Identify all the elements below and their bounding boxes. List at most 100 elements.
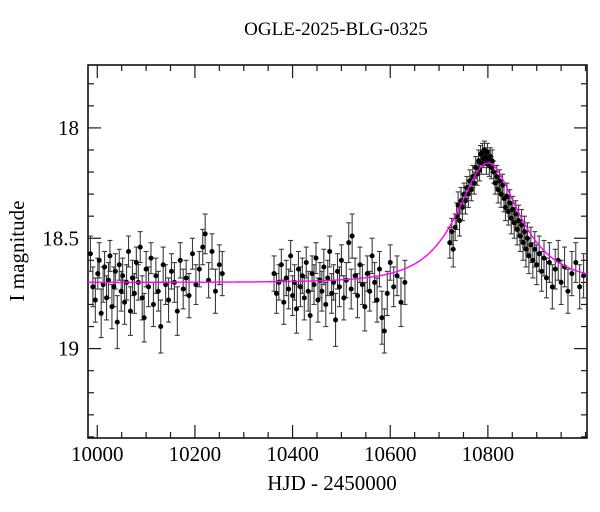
data-point <box>539 268 545 274</box>
chart-title: OGLE-2025-BLG-0325 <box>244 19 428 40</box>
data-point <box>98 310 104 316</box>
data-point <box>534 262 540 268</box>
data-point <box>558 279 564 285</box>
data-point <box>278 262 284 268</box>
data-point <box>500 182 506 188</box>
data-point <box>200 244 206 250</box>
data-point <box>452 224 458 230</box>
data-point <box>364 271 370 277</box>
data-point <box>122 299 128 305</box>
data-point <box>507 200 513 206</box>
data-point <box>369 253 375 259</box>
data-point <box>505 209 511 215</box>
data-point <box>376 266 382 272</box>
data-point <box>569 271 575 277</box>
data-point <box>491 169 497 175</box>
data-point <box>100 282 106 288</box>
data-point <box>325 275 331 281</box>
data-point <box>303 260 309 266</box>
data-point <box>297 284 303 290</box>
data-point <box>341 295 347 301</box>
data-point <box>133 260 139 266</box>
data-point <box>398 299 404 305</box>
data-point <box>489 158 495 164</box>
data-point <box>374 297 380 303</box>
data-point <box>146 284 152 290</box>
data-point <box>104 295 110 301</box>
data-point <box>549 284 555 290</box>
data-point <box>292 279 298 285</box>
data-point <box>111 284 117 290</box>
data-point <box>459 204 465 210</box>
data-point <box>290 293 296 299</box>
data-point <box>519 222 525 228</box>
data-point <box>148 255 154 261</box>
data-point <box>450 246 456 252</box>
data-point <box>473 165 479 171</box>
data-point <box>137 244 143 250</box>
data-point <box>219 271 225 277</box>
data-point <box>384 290 390 296</box>
data-point <box>449 229 455 235</box>
data-point <box>349 233 355 239</box>
model-curve <box>88 162 588 284</box>
data-point <box>546 260 552 266</box>
data-point <box>541 255 547 261</box>
data-point <box>387 260 393 266</box>
data-point <box>524 235 530 241</box>
data-point <box>508 215 514 221</box>
data-point <box>193 282 199 288</box>
data-point <box>447 240 453 246</box>
data-point <box>497 178 503 184</box>
data-point <box>362 304 368 310</box>
data-point <box>90 284 96 290</box>
data-point <box>514 226 520 232</box>
data-point <box>352 273 358 279</box>
data-point <box>379 315 385 321</box>
data-point <box>288 253 294 259</box>
data-point <box>276 279 282 285</box>
data-point <box>484 149 490 155</box>
data-point <box>118 288 124 294</box>
data-point <box>293 306 299 312</box>
data-point <box>281 299 287 305</box>
data-point <box>153 273 159 279</box>
data-point <box>517 233 523 239</box>
data-point <box>502 204 508 210</box>
data-point <box>183 275 189 281</box>
data-point <box>116 262 122 268</box>
data-point <box>381 328 387 334</box>
data-point <box>96 257 102 263</box>
data-point <box>391 284 397 290</box>
data-point <box>487 154 493 160</box>
data-point <box>323 301 329 307</box>
data-point <box>109 304 115 310</box>
axis-ticks <box>88 65 587 438</box>
data-point <box>510 207 516 213</box>
data-point <box>532 246 538 252</box>
data-point <box>307 313 313 319</box>
data-point <box>168 268 174 274</box>
data-point <box>526 253 532 259</box>
data-point <box>504 193 510 199</box>
data-point <box>95 271 101 277</box>
data-point <box>126 249 132 254</box>
data-point <box>492 180 498 186</box>
data-point <box>150 301 156 307</box>
data-point <box>530 257 536 263</box>
data-point <box>394 273 400 279</box>
data-point <box>372 279 378 285</box>
data-point <box>189 251 195 257</box>
x-tick-label: 10800 <box>462 442 515 466</box>
data-point <box>536 251 542 257</box>
data-point <box>495 187 501 193</box>
data-point <box>367 288 373 294</box>
data-point <box>107 253 113 259</box>
x-tick-label: 10200 <box>169 442 222 466</box>
data-point <box>141 315 147 321</box>
data-point <box>301 295 307 301</box>
data-point <box>216 262 222 268</box>
data-point <box>513 211 519 217</box>
data-point <box>581 273 587 279</box>
